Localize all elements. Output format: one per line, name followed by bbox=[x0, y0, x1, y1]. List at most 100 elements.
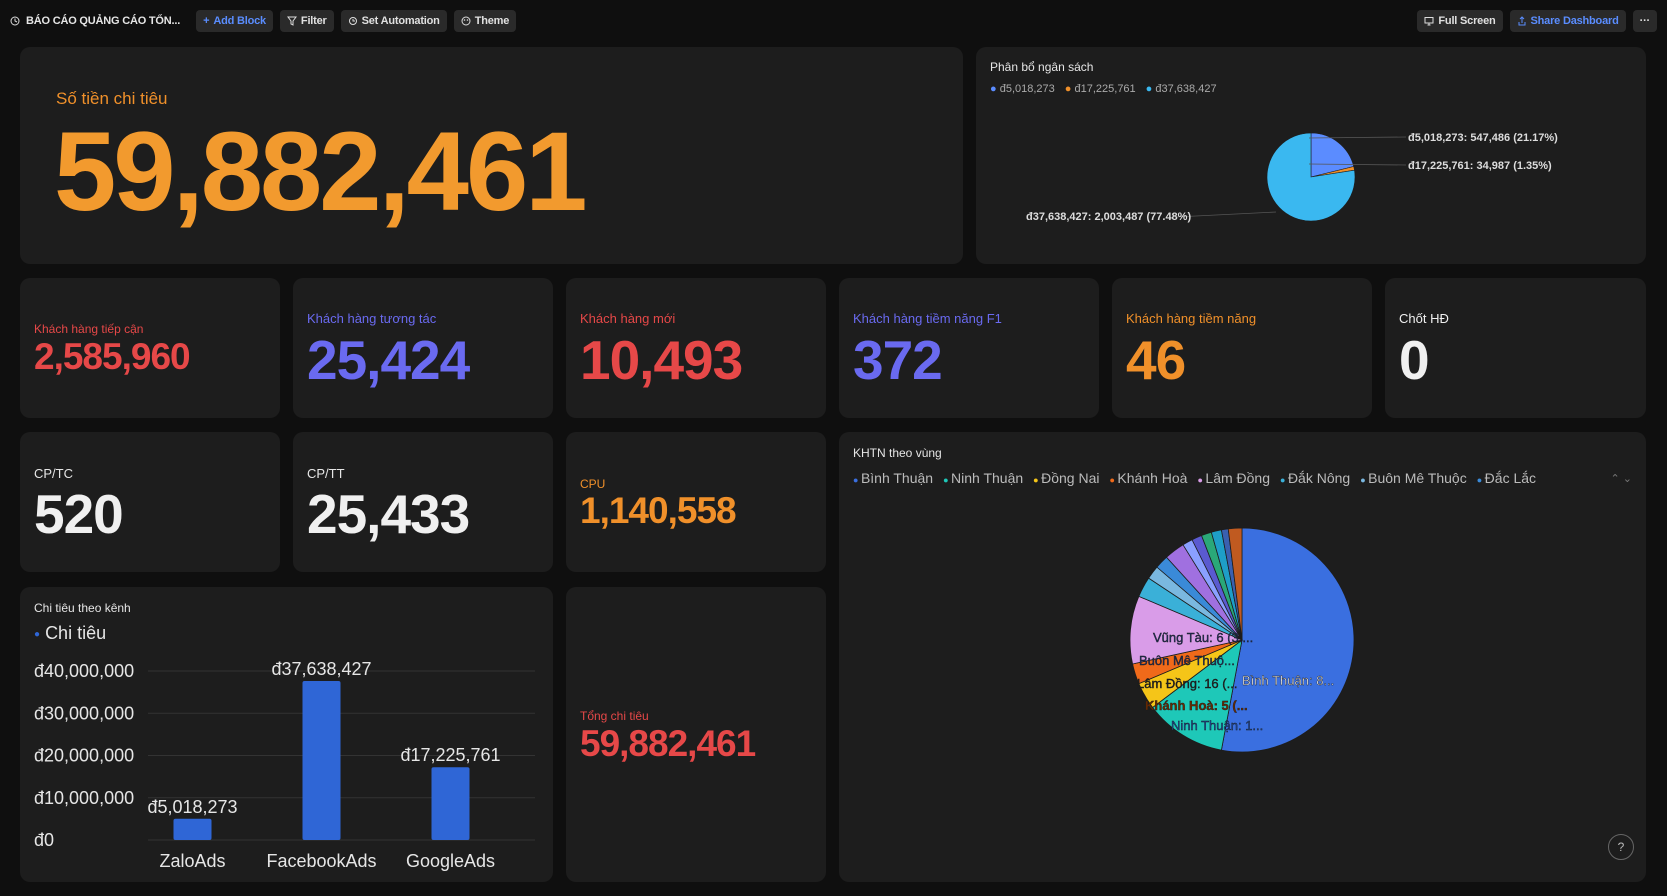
region-pie-card: KHTN theo vùng ● Bình Thuận ● Ninh Thuận ●… bbox=[839, 432, 1646, 882]
region-pie-slice[interactable] bbox=[1220, 527, 1355, 753]
cost-card-cpu: CPU 1,140,558 bbox=[566, 432, 826, 572]
add-block-button[interactable]: + Add Block bbox=[196, 10, 273, 32]
region-legend-item[interactable]: ● Ninh Thuận bbox=[943, 470, 1023, 486]
legend-dot-icon: ● bbox=[1360, 475, 1369, 485]
share-dashboard-button[interactable]: Share Dashboard bbox=[1509, 10, 1626, 32]
kpi-value: 0 bbox=[1399, 329, 1430, 391]
region-legend-item[interactable]: ● Đắc Lắc bbox=[1477, 470, 1536, 486]
help-button[interactable]: ? bbox=[1608, 834, 1634, 860]
cost-card-cptc: CP/TC 520 bbox=[20, 432, 280, 572]
region-legend-label: Ninh Thuận bbox=[951, 470, 1024, 486]
budget-legend-label: đ37,638,427 bbox=[1155, 83, 1217, 95]
budget-legend-item[interactable]: ● đ37,638,427 bbox=[1145, 83, 1217, 95]
theme-label: Theme bbox=[474, 15, 510, 27]
cost-value: 1,140,558 bbox=[580, 490, 737, 531]
y-tick-label: đ10,000,000 bbox=[34, 788, 134, 808]
bar[interactable] bbox=[302, 680, 341, 840]
kpi-card-reach: Khách hàng tiếp cận 2,585,960 bbox=[20, 278, 280, 418]
more-options-button[interactable]: ··· bbox=[1632, 10, 1657, 32]
legend-dot-icon: ● bbox=[1033, 475, 1042, 485]
budget-slice-label: đ37,638,427: 2,003,487 (77.48%) bbox=[1026, 211, 1191, 223]
kpi-label: Khách hàng tiếp cận bbox=[34, 322, 144, 336]
region-slice-label: Lâm Đồng: 16 (... bbox=[1137, 676, 1237, 691]
bar[interactable] bbox=[431, 767, 470, 840]
region-legend-item[interactable]: ● Khánh Hoà bbox=[1109, 470, 1187, 486]
budget-pie-slices bbox=[1266, 132, 1356, 222]
channel-spend-card: Chi tiêu theo kênh ● Chi tiêu đ0 đ10,000,… bbox=[20, 587, 553, 882]
kpi-value: 10,493 bbox=[580, 329, 743, 391]
cost-label: CPU bbox=[580, 477, 606, 491]
cost-card-cptt: CP/TT 25,433 bbox=[293, 432, 553, 572]
kpi-label: Khách hàng mới bbox=[580, 311, 676, 326]
channel-chart-legend[interactable]: ● Chi tiêu bbox=[34, 623, 107, 643]
region-pie-slice[interactable] bbox=[1227, 527, 1243, 641]
bar-value-label: đ37,638,427 bbox=[271, 659, 371, 679]
theme-button[interactable]: Theme bbox=[453, 10, 517, 32]
budget-pie-title: Phân bổ ngân sách bbox=[990, 60, 1094, 74]
bar-value-label: đ5,018,273 bbox=[147, 797, 237, 817]
filter-label: Filter bbox=[300, 15, 327, 27]
budget-pie-card: Phân bổ ngân sách ● đ5,018,273 ● đ17,225… bbox=[976, 47, 1646, 264]
region-slice-label: Ninh Thuận: 1... bbox=[1171, 718, 1263, 733]
budget-slice-label: đ17,225,761: 34,987 (1.35%) bbox=[1408, 160, 1552, 172]
kpi-value: 25,424 bbox=[307, 329, 470, 391]
kpi-value: 46 bbox=[1126, 329, 1186, 391]
legend-dot-icon: ● bbox=[1476, 475, 1485, 485]
filter-button[interactable]: Filter bbox=[279, 10, 334, 32]
budget-slice-label: đ5,018,273: 547,486 (21.17%) bbox=[1408, 132, 1558, 144]
bar[interactable] bbox=[173, 818, 212, 840]
legend-dot-icon: ● bbox=[1280, 475, 1288, 485]
kpi-value: 2,585,960 bbox=[34, 336, 191, 377]
budget-pie-slice[interactable] bbox=[1310, 132, 1355, 178]
y-tick-label: đ30,000,000 bbox=[34, 703, 134, 723]
region-legend-item[interactable]: ● Bình Thuận bbox=[853, 470, 933, 486]
cost-value: 25,433 bbox=[307, 483, 470, 545]
region-legend-label: Đồng Nai bbox=[1041, 470, 1100, 486]
budget-legend-item[interactable]: ● đ5,018,273 bbox=[990, 83, 1055, 95]
region-legend-item[interactable]: ● Lâm Đồng bbox=[1197, 470, 1270, 486]
region-legend-label: Buôn Mê Thuộc bbox=[1368, 470, 1467, 486]
total-spend-label: Tổng chi tiêu bbox=[580, 709, 649, 723]
set-automation-button[interactable]: Set Automation bbox=[340, 10, 447, 32]
dashboard-title-text: BÁO CÁO QUẢNG CÁO TỔN... bbox=[26, 15, 181, 27]
total-spend-value: 59,882,461 bbox=[580, 723, 756, 764]
legend-dot-icon: ● bbox=[943, 475, 952, 485]
bar-value-label: đ17,225,761 bbox=[400, 745, 500, 765]
x-category-label: ZaloAds bbox=[159, 851, 225, 871]
budget-legend-label: đ17,225,761 bbox=[1074, 83, 1136, 95]
region-legend-label: Khánh Hoà bbox=[1117, 470, 1188, 486]
budget-legend-label: đ5,018,273 bbox=[999, 83, 1055, 95]
kpi-card-leads-f1: Khách hàng tiềm năng F1 372 bbox=[839, 278, 1099, 418]
full-screen-label: Full Screen bbox=[1438, 15, 1496, 27]
cost-value: 520 bbox=[34, 483, 124, 545]
kpi-label: Khách hàng tương tác bbox=[307, 311, 437, 326]
legend-scroll-arrows[interactable]: ⌃ ⌄ bbox=[1610, 473, 1633, 485]
kpi-card-engagement: Khách hàng tương tác 25,424 bbox=[293, 278, 553, 418]
y-tick-label: đ20,000,000 bbox=[34, 746, 134, 766]
monitor-icon bbox=[1424, 17, 1434, 26]
region-slice-label: Vũng Tàu: 6 (3.... bbox=[1153, 630, 1253, 645]
region-slice-label: Bình Thuận: 8... bbox=[1242, 673, 1334, 688]
spend-label: Số tiền chi tiêu bbox=[56, 89, 168, 108]
y-tick-label: đ0 bbox=[34, 830, 54, 850]
kpi-label: Khách hàng tiềm năng F1 bbox=[853, 311, 1002, 326]
budget-legend-item[interactable]: ● đ17,225,761 bbox=[1064, 83, 1136, 95]
region-legend-item[interactable]: ● Đồng Nai bbox=[1033, 470, 1099, 486]
region-legend-item[interactable]: ● Đắk Nông bbox=[1280, 470, 1350, 486]
dashboard-title[interactable]: BÁO CÁO QUẢNG CÁO TỔN... bbox=[10, 15, 180, 27]
budget-leader-3 bbox=[1175, 211, 1277, 218]
share-dashboard-label: Share Dashboard bbox=[1530, 15, 1619, 27]
budget-pie-slice[interactable] bbox=[1266, 132, 1356, 222]
x-category-label: GoogleAds bbox=[406, 851, 495, 871]
channel-bar-chart: đ0 đ10,000,000 đ20,000,000 đ30,000,000 đ40,0… bbox=[34, 659, 535, 871]
region-pie-slice[interactable] bbox=[1152, 639, 1243, 751]
full-screen-button[interactable]: Full Screen bbox=[1417, 10, 1503, 32]
kpi-card-new-customers: Khách hàng mới 10,493 bbox=[566, 278, 826, 418]
y-tick-label: đ40,000,000 bbox=[34, 661, 134, 681]
legend-dot-icon: ● bbox=[853, 475, 861, 485]
channel-legend-label: Chi tiêu bbox=[45, 623, 107, 643]
filter-icon bbox=[286, 16, 297, 26]
clock-icon bbox=[10, 16, 20, 26]
region-legend-label: Lâm Đồng bbox=[1205, 470, 1270, 486]
region-legend-item[interactable]: ● Buôn Mê Thuộc bbox=[1360, 470, 1467, 486]
